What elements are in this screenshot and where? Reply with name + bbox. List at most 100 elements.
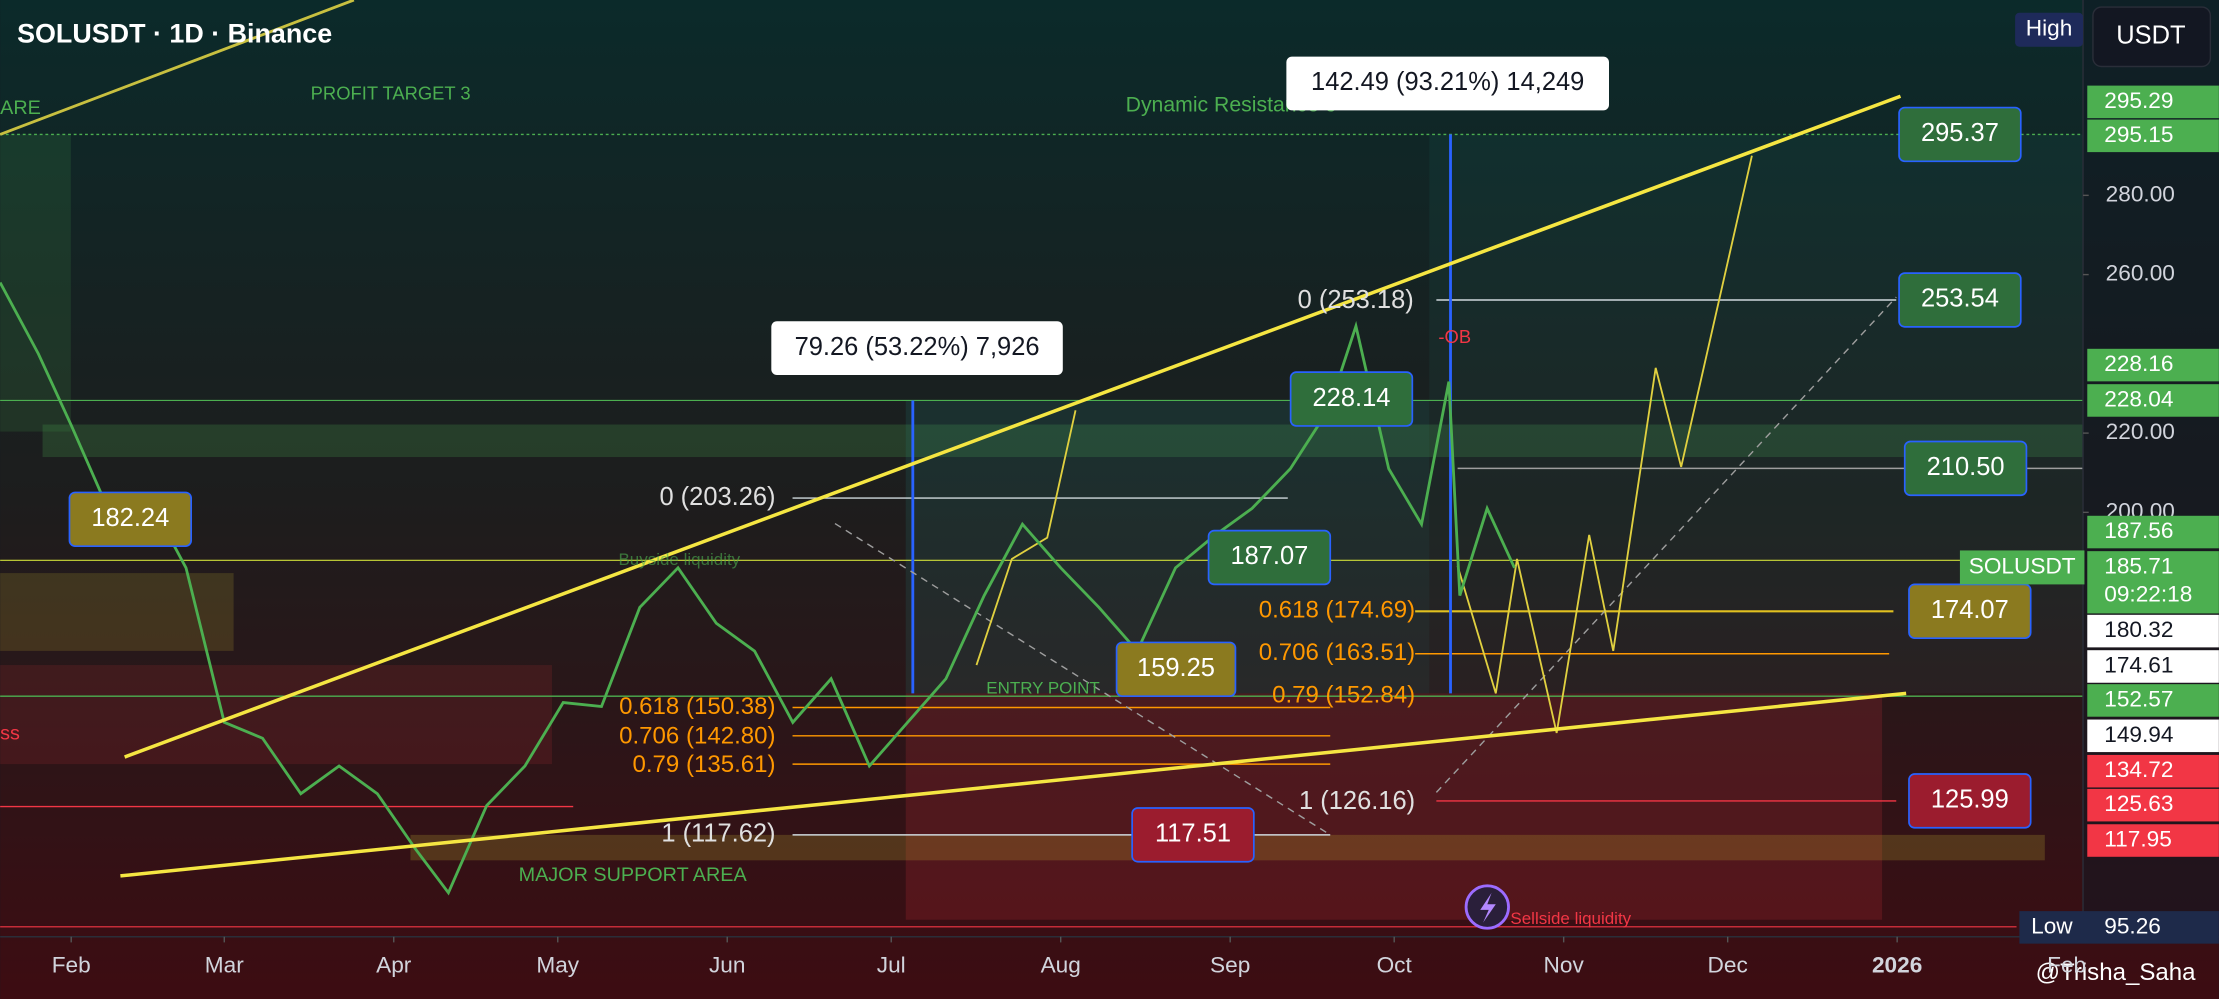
price-tag-label: 174.61 — [2104, 652, 2173, 677]
level-box — [1898, 272, 2022, 328]
price-tag — [2087, 384, 2219, 417]
level-box — [1131, 807, 1255, 863]
annotation: Sellside liquidity — [1510, 909, 1631, 928]
annotation: -OB — [1438, 326, 1471, 347]
price-tag-label: 185.71 — [2104, 553, 2173, 578]
price-tag-label: 149.94 — [2104, 722, 2173, 747]
low-tag-value: 95.26 — [2104, 913, 2161, 938]
level-box — [1115, 641, 1237, 698]
zone — [0, 665, 552, 765]
low-tag-text: Low — [2031, 913, 2073, 938]
high-badge — [2015, 12, 2084, 47]
annotation: 0 (253.18) — [1298, 286, 1414, 314]
price-tag-label: 125.63 — [2104, 791, 2173, 816]
x-tick-label: May — [536, 952, 579, 977]
measure-label: 79.26 (53.22%) 7,926 — [795, 333, 1040, 361]
projection-path — [1456, 155, 1753, 734]
level-box — [1908, 773, 2032, 829]
level-box-label: 125.99 — [1931, 786, 2009, 814]
projection-path — [975, 410, 1077, 666]
measure-box — [1286, 56, 1609, 111]
trendline — [124, 94, 1902, 759]
annotation: Dynamic Resistance o — [1126, 94, 1337, 117]
axes: Feb Mar Apr May Jun Jul Aug Sep Oct Nov Dec 2026 Feb… — [52, 85, 2219, 977]
high-badge-text: High — [2026, 16, 2073, 41]
price-tag-label: 134.72 — [2104, 757, 2173, 782]
annotation: PROFIT TARGET 3 — [311, 83, 471, 104]
price-tag-label: 187.56 — [2104, 518, 2173, 543]
zone — [0, 573, 234, 651]
x-tick-label: Jul — [877, 952, 906, 977]
x-tick-label: Feb — [2047, 952, 2086, 977]
measure-box — [771, 321, 1063, 375]
price-tag — [2087, 788, 2219, 822]
x-tick-label: Aug — [1041, 952, 1081, 977]
price-tag — [2087, 614, 2219, 648]
x-tick-label: Oct — [1377, 952, 1413, 977]
level-box-label: 182.24 — [91, 504, 169, 532]
level-box-label: 210.50 — [1927, 453, 2005, 481]
level-box — [1898, 106, 2022, 163]
price-tag-label: 117.95 — [2104, 827, 2172, 852]
annotation: 0.706 (163.51) — [1259, 639, 1415, 666]
annotation: 0.79 (135.61) — [632, 751, 775, 778]
price-tag-label: 295.29 — [2104, 88, 2173, 113]
countdown: 09:22:18 — [2104, 582, 2192, 607]
price-tag-label: 228.16 — [2104, 351, 2173, 376]
symbol-title: SOLUSDT · 1D · Binance — [17, 18, 332, 48]
annotation: 1 (117.62) — [661, 820, 775, 848]
price-tag-label: 228.04 — [2104, 386, 2173, 411]
y-tick-label: 220.00 — [2106, 419, 2175, 444]
level-box — [1207, 529, 1332, 586]
level-box-label: 253.54 — [1921, 285, 1999, 313]
currency-button-text[interactable]: USDT — [2116, 22, 2185, 50]
low-tag — [2019, 911, 2219, 944]
level-box-label: 159.25 — [1137, 654, 1215, 682]
price-tag — [2087, 684, 2219, 717]
annotation: @Trisha_Saha — [2036, 959, 2196, 986]
alert-icon-glyph — [1480, 892, 1496, 923]
annotation: 0.618 (150.38) — [619, 693, 775, 720]
y-tick-label: 260.00 — [2106, 261, 2175, 286]
level-box — [1908, 583, 2032, 640]
level-box-label: 187.07 — [1230, 542, 1308, 570]
annotation: ss — [0, 723, 20, 745]
trendline — [120, 691, 1907, 878]
level-box-label: 295.37 — [1921, 119, 1999, 147]
drawings — [0, 133, 2084, 928]
annotation: 0.79 (152.84) — [1272, 682, 1415, 709]
price-tag — [2087, 348, 2219, 382]
zone — [42, 424, 2084, 458]
x-tick-label: Apr — [376, 952, 412, 977]
zone — [905, 693, 1883, 920]
symbol-tag-label: SOLUSDT — [1969, 553, 2076, 578]
x-tick-label: Feb — [52, 952, 91, 977]
price-tag — [2087, 119, 2219, 153]
price-tag — [2087, 650, 2219, 683]
currency-button[interactable] — [2092, 6, 2212, 68]
price-tag-label: 152.57 — [2104, 686, 2173, 711]
y-tick-label: 280.00 — [2106, 181, 2175, 206]
level-box-label: 174.07 — [1931, 596, 2009, 624]
x-tick-label: Jun — [709, 952, 745, 977]
price-tag — [2087, 824, 2219, 857]
zone — [0, 134, 71, 432]
x-tick-label: Mar — [205, 952, 244, 977]
x-tick-label: 2026 — [1872, 952, 1922, 977]
price-tag — [2087, 754, 2219, 788]
annotation: 0.706 (142.80) — [619, 723, 775, 750]
price-tag-label: 295.15 — [2104, 122, 2173, 147]
level-box — [1289, 371, 1414, 427]
level-box-label: 228.14 — [1313, 384, 1391, 412]
annotation: ENTRY POINT — [986, 679, 1099, 698]
level-box — [1903, 440, 2028, 497]
projection-line — [1435, 296, 1897, 793]
annotation: Buyside liquidity — [618, 550, 740, 569]
level-box-label: 117.51 — [1155, 820, 1231, 848]
x-tick-label: Dec — [1708, 952, 1748, 977]
annotation: 1 (126.16) — [1299, 787, 1415, 815]
icon — [1464, 884, 1510, 930]
annotation: 0 (203.26) — [659, 483, 775, 511]
annotation: 0.618 (174.69) — [1259, 597, 1415, 624]
